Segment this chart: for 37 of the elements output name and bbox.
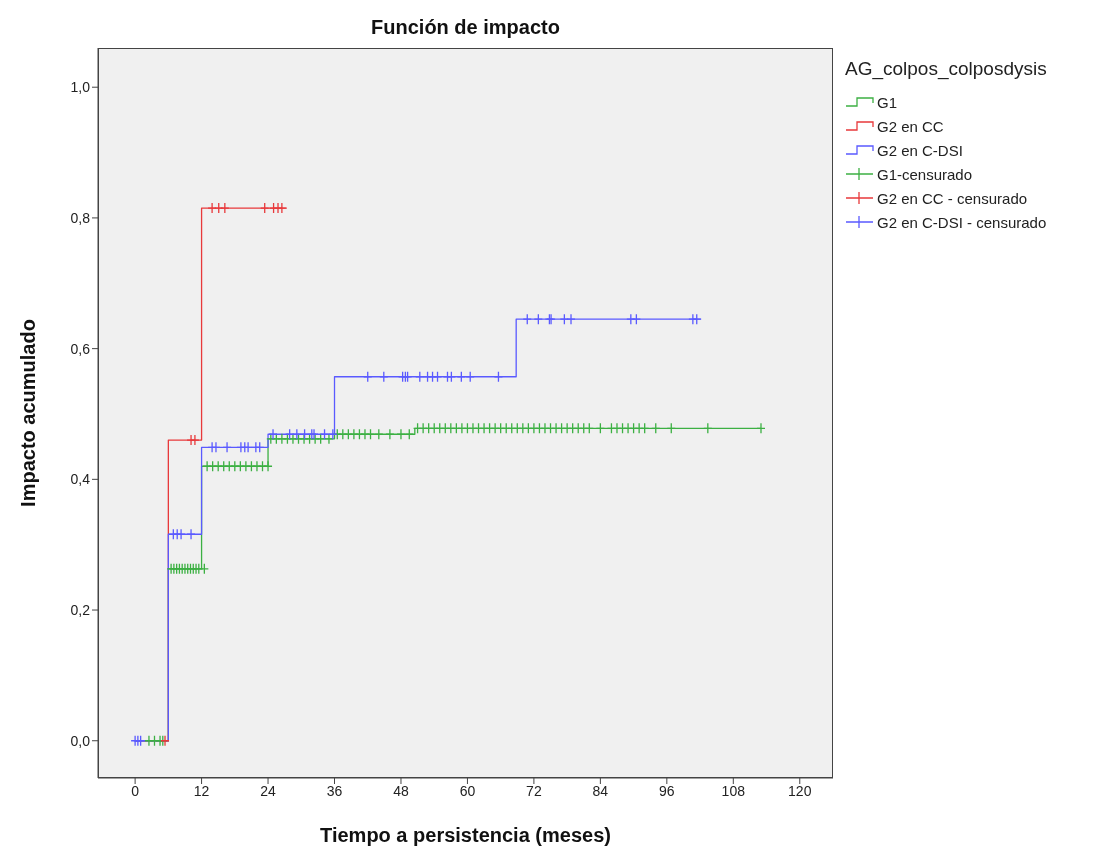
point <box>207 202 217 214</box>
legend-label: G2 en CC <box>877 117 944 135</box>
legend-label: G1 <box>877 93 898 111</box>
y-tick-label: 0,8 <box>70 209 91 226</box>
point <box>222 441 232 453</box>
x-axis-title: Tiempo a persistencia (meses) <box>320 824 611 846</box>
legend-label: G2 en C-DSI <box>877 141 963 159</box>
y-tick-label: 0,0 <box>70 732 91 749</box>
chart-title: Función de impacto <box>370 16 561 39</box>
y-tick-label: 0,2 <box>70 602 91 619</box>
x-tick-label: 48 <box>393 782 409 799</box>
y-tick-label: 1,0 <box>70 79 91 96</box>
point <box>277 202 287 214</box>
x-tick-label: 96 <box>659 782 675 799</box>
legend-label: G2 en C-DSI - censurado <box>877 213 1047 231</box>
point <box>566 313 576 325</box>
y-axis-title: Impacto acumulado <box>17 319 40 507</box>
point <box>268 428 278 440</box>
x-tick-label: 60 <box>459 782 476 799</box>
y-tick-label: 0,4 <box>70 471 91 488</box>
x-tick-label: 72 <box>526 782 542 799</box>
x-tick-label: 84 <box>592 782 609 799</box>
point <box>190 434 200 446</box>
x-tick-label: 0 <box>131 782 140 799</box>
x-tick-label: 12 <box>193 782 210 799</box>
x-tick-label: 24 <box>260 782 277 799</box>
legend-label: G1-censurado <box>877 165 973 183</box>
point <box>220 202 230 214</box>
point <box>186 528 196 540</box>
x-tick-label: 108 <box>721 782 746 799</box>
legend-title: AG_colpos_colposdysis <box>845 58 1047 80</box>
legend-label: G2 en CC - censurado <box>877 189 1028 207</box>
y-tick-label: 0,6 <box>70 340 91 357</box>
point <box>211 441 221 453</box>
point <box>260 202 270 214</box>
x-tick-label: 36 <box>326 782 343 799</box>
x-tick-label: 120 <box>788 782 812 799</box>
